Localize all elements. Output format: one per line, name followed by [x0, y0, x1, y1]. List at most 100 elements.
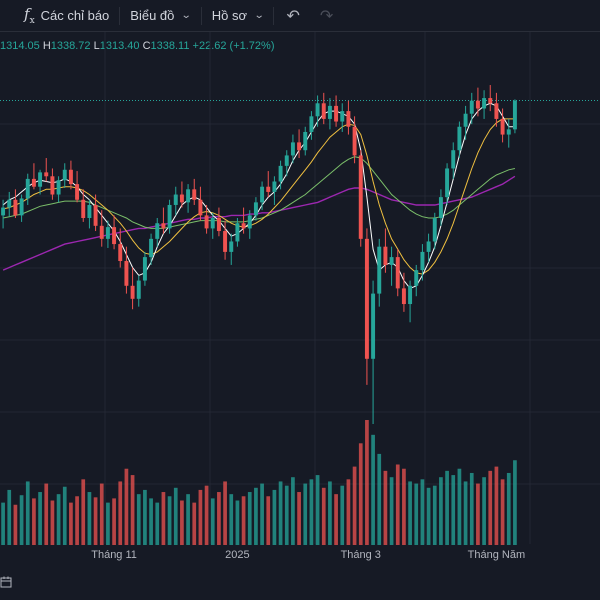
chevron-down-icon: ⌄: [253, 10, 265, 21]
volume-bar: [56, 494, 61, 545]
candle-body: [494, 103, 499, 119]
volume-bar: [247, 492, 252, 545]
candle-body: [395, 257, 400, 289]
volume-bar: [426, 487, 431, 545]
toolbar-divider: [200, 6, 202, 25]
volume-bar: [389, 477, 394, 545]
undo-button[interactable]: ↶: [276, 0, 309, 32]
volume-bar: [254, 487, 258, 545]
candle-body: [75, 184, 80, 200]
candle-body: [432, 218, 437, 242]
candle-body: [81, 199, 86, 218]
ma-mid-line: [2, 118, 515, 275]
candle-body: [118, 244, 123, 262]
volume-bar: [272, 489, 277, 545]
candle-body: [124, 261, 129, 286]
volume-bar: [377, 453, 382, 545]
volume-bar: [315, 475, 320, 545]
candle-body: [334, 105, 339, 122]
candle-body: [87, 204, 92, 218]
ma-fast-line: [2, 102, 515, 290]
calendar-icon[interactable]: [0, 576, 12, 588]
candle-body: [25, 178, 30, 199]
volume-bar: [217, 492, 221, 545]
ohlc-legend: 1314.05 H1338.72 L1313.40 C1338.11 +22.6…: [0, 40, 274, 52]
candle-body: [130, 285, 135, 299]
candle-body: [414, 270, 419, 286]
undo-icon: ↶: [286, 7, 300, 25]
candle-body: [297, 142, 302, 151]
candle-body: [364, 238, 369, 359]
candle-body: [284, 155, 289, 166]
candle-body: [241, 223, 246, 229]
low-label: L: [93, 40, 100, 52]
candle-body: [93, 204, 98, 226]
candle-body: [68, 169, 73, 185]
volume-bar: [303, 483, 308, 545]
volume-bar: [371, 434, 375, 545]
candle-body: [321, 103, 326, 119]
candle-body: [383, 246, 388, 265]
redo-button[interactable]: ↷: [310, 0, 343, 32]
volume-bar: [365, 420, 369, 545]
volume-bar: [463, 481, 468, 545]
candle-body: [161, 223, 166, 229]
volume-bar: [346, 479, 351, 545]
volume-bar: [500, 479, 505, 545]
x-tick-label: Tháng 11: [91, 549, 137, 561]
candle-body: [438, 197, 443, 218]
x-tick-label: Tháng Năm: [468, 549, 525, 561]
volume-bar: [328, 481, 332, 545]
volume-bar: [130, 475, 135, 545]
volume-bar: [210, 498, 215, 545]
profile-dropdown[interactable]: Hồ sơ ⌄: [204, 0, 272, 32]
volume-bar: [383, 470, 388, 545]
candle-body: [235, 223, 240, 242]
volume-bar: [44, 483, 49, 545]
toolbar-divider: [273, 6, 275, 25]
candle-body: [482, 98, 487, 109]
volume-bar: [241, 496, 246, 545]
volume-bar: [420, 479, 425, 545]
candle-body: [340, 111, 345, 122]
candle-body: [142, 257, 147, 281]
candle-body: [451, 150, 456, 169]
candle-body: [260, 186, 265, 203]
candle-body: [19, 198, 24, 216]
volume-bar: [439, 477, 443, 545]
candle-body: [457, 126, 462, 151]
volume-bar: [457, 468, 462, 545]
volume-bar: [278, 481, 283, 545]
change-value: +22.62 (+1.72%): [192, 40, 275, 52]
volume-bar: [75, 496, 79, 545]
indicators-button[interactable]: fx Các chỉ báo: [0, 0, 117, 32]
top-toolbar: fx Các chỉ báo Biểu đồ ⌄ Hồ sơ ⌄ ↶ ↷: [0, 0, 600, 32]
volume-bar: [223, 481, 227, 545]
candle-body: [377, 246, 382, 294]
chart-type-dropdown[interactable]: Biểu đồ ⌄: [122, 0, 198, 32]
candle-body: [31, 178, 36, 187]
volume-bar: [173, 487, 178, 545]
candle-body: [253, 202, 258, 216]
ma-slow-line: [2, 156, 516, 229]
volume-bar: [408, 481, 412, 545]
candle-body: [371, 293, 376, 359]
candle-body: [1, 207, 6, 216]
volume-bar: [260, 483, 264, 545]
volume-bar: [445, 470, 449, 545]
candle-body: [327, 105, 332, 119]
candle-body: [247, 215, 252, 229]
volume-bar: [340, 485, 345, 545]
volume-bar: [161, 492, 166, 545]
candle-body: [179, 194, 184, 203]
volume-bar: [506, 472, 511, 545]
candle-body: [50, 176, 55, 195]
volume-bar: [180, 500, 184, 545]
volume-bar: [198, 489, 203, 545]
candle-body: [62, 169, 67, 181]
chevron-down-icon: ⌄: [181, 10, 193, 21]
volume-bar: [469, 472, 474, 545]
x-tick-label: 2025: [225, 549, 249, 561]
volume-bar: [81, 479, 86, 545]
